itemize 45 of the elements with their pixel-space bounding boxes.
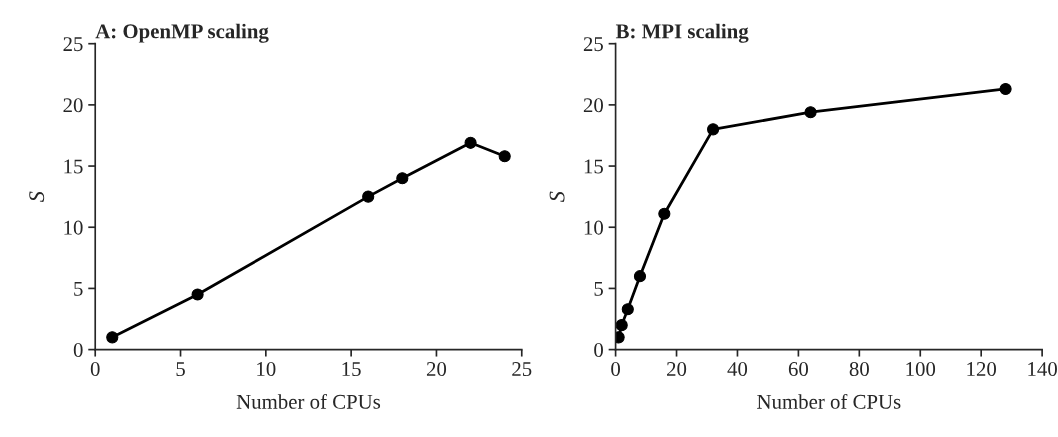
y-tick-label: 10 — [584, 220, 603, 235]
y-tick-label: 0 — [73, 342, 83, 358]
x-tick-label: 15 — [342, 362, 361, 377]
x-tick-label: 140 — [1028, 362, 1057, 377]
y-axis-title: S — [29, 191, 45, 202]
x-tick-label: 5 — [176, 362, 185, 377]
chart-title: B: MPI scaling — [615, 23, 749, 43]
y-tick-label: 5 — [74, 282, 83, 296]
x-tick-label: 0 — [90, 362, 100, 377]
y-tick-label: 0 — [594, 342, 603, 358]
x-tick-label: 40 — [727, 362, 748, 377]
point — [621, 303, 634, 316]
point — [999, 82, 1012, 96]
x-tick-label: 0 — [611, 362, 621, 377]
point — [707, 123, 720, 136]
x-axis-title: Number of CPUs — [236, 393, 381, 409]
y-tick-label: 15 — [64, 159, 83, 174]
y-tick-label: 15 — [584, 159, 603, 174]
point — [615, 319, 628, 332]
point — [804, 106, 817, 119]
point — [362, 190, 375, 203]
point — [191, 288, 204, 301]
y-axis-title: S — [549, 191, 565, 202]
y-tick-label: 5 — [594, 282, 603, 296]
x-tick-label: 100 — [906, 362, 936, 377]
x-tick-label: 80 — [849, 362, 869, 377]
point — [498, 150, 511, 163]
point — [464, 136, 477, 149]
y-tick-label: 10 — [64, 220, 83, 235]
x-tick-label: 120 — [967, 362, 997, 377]
point — [106, 331, 119, 344]
y-tick-label: 25 — [63, 37, 83, 52]
x-tick-label: 20 — [667, 362, 687, 377]
y-tick-label: 25 — [583, 37, 603, 52]
point — [633, 270, 647, 283]
x-axis-title: Number of CPUs — [757, 393, 901, 409]
x-tick-label: 20 — [426, 362, 447, 377]
point — [396, 172, 409, 185]
x-tick-label: 25 — [512, 362, 532, 377]
point — [658, 207, 671, 220]
chart-title: A: OpenMP scaling — [95, 23, 269, 43]
y-tick-label: 20 — [583, 98, 603, 113]
x-tick-label: 60 — [788, 362, 809, 377]
y-tick-label: 20 — [63, 98, 83, 113]
x-tick-label: 10 — [257, 362, 276, 377]
